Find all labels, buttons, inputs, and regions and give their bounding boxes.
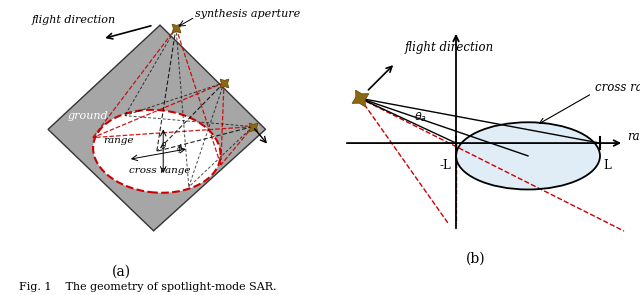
Text: ground: ground: [67, 111, 108, 121]
Text: (b): (b): [465, 251, 485, 265]
Text: cross range: cross range: [595, 81, 640, 94]
Text: $\phi$: $\phi$: [175, 142, 183, 155]
Text: Fig. 1    The geometry of spotlight-mode SAR.: Fig. 1 The geometry of spotlight-mode SA…: [19, 282, 276, 292]
Ellipse shape: [93, 110, 221, 193]
Text: L: L: [604, 159, 611, 172]
Text: $\theta_a$: $\theta_a$: [414, 111, 428, 124]
Ellipse shape: [456, 122, 600, 189]
Text: range: range: [103, 136, 134, 145]
Text: range: range: [627, 130, 640, 143]
Text: flight direction: flight direction: [31, 15, 116, 24]
Text: -L: -L: [440, 159, 451, 172]
Polygon shape: [48, 25, 266, 231]
Text: cross range: cross range: [129, 166, 191, 175]
Text: (a): (a): [112, 265, 131, 279]
Text: $\theta$: $\theta$: [160, 140, 166, 151]
Text: synthesis aperture: synthesis aperture: [195, 9, 300, 19]
Text: flight direction: flight direction: [405, 41, 494, 54]
